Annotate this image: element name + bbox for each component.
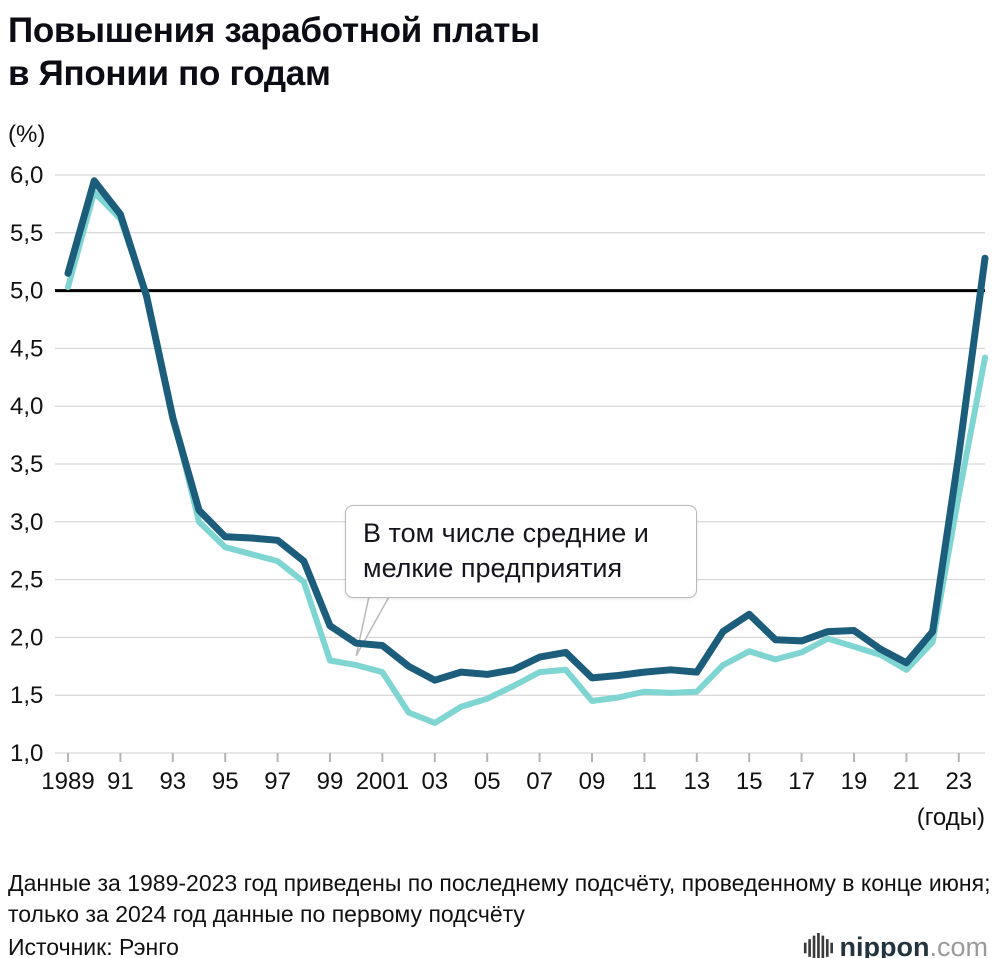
y-tick-label: 3,0	[10, 509, 43, 536]
y-tick-label: 1,5	[10, 683, 43, 710]
y-axis-unit-label: (%)	[8, 121, 46, 149]
nippon-logo-suffix: .com	[929, 932, 988, 958]
y-tick-label: 6,0	[10, 162, 43, 189]
annotation-callout: В том числе средние и мелкие предприятия	[345, 505, 697, 598]
series-all-companies	[64, 177, 989, 685]
y-tick-label: 1,0	[10, 740, 43, 767]
chart-title: Повышения заработной платы в Японии по г…	[8, 11, 540, 93]
data-note: Данные за 1989-2023 год приведены по пос…	[8, 870, 991, 928]
nippon-logo-text: nippon	[839, 932, 930, 958]
source-label: Источник: Рэнго	[8, 934, 179, 958]
x-tick-label: 23	[945, 768, 972, 795]
x-tick-label: 1989	[41, 768, 94, 795]
y-tick-label: 5,5	[10, 220, 43, 247]
x-tick-label: 99	[317, 768, 344, 795]
x-tick-label: 05	[474, 768, 501, 795]
x-tick-label: 15	[736, 768, 763, 795]
x-tick-label: 97	[264, 768, 291, 795]
annotation-text: В том числе средние и мелкие предприятия	[363, 518, 649, 584]
nippon-logo: nippon.com	[803, 932, 992, 958]
x-tick-label: 91	[107, 768, 134, 795]
x-axis-unit-label: (годы)	[916, 804, 985, 832]
wage-chart-svg: 1,0 1,5 2,0 2,5 3,0 3,5 4,0 4,5 5,0 5,5 6,0 1989 91 9…	[10, 162, 989, 795]
series-small-medium-enterprises	[65, 189, 988, 727]
chart-area: 1,0 1,5 2,0 2,5 3,0 3,5 4,0 4,5 5,0 5,5 6,0 1989 91 9…	[8, 153, 992, 798]
x-tick-label: 07	[526, 768, 553, 795]
nippon-logo-waveform-icon	[803, 932, 833, 958]
y-tick-label: 2,5	[10, 567, 43, 594]
y-tick-label: 2,0	[10, 625, 43, 652]
x-tick-label: 17	[788, 768, 815, 795]
x-tick-label: 11	[632, 768, 657, 795]
x-tick-label: 13	[683, 768, 710, 795]
footer-row: Источник: Рэнго nippon.com	[8, 932, 992, 958]
x-tick-label: 19	[841, 768, 868, 795]
y-tick-label: 4,0	[10, 394, 43, 421]
x-tick-label: 95	[212, 768, 239, 795]
y-tick-label: 4,5	[10, 336, 43, 363]
x-tick-label: 09	[579, 768, 606, 795]
y-tick-label: 5,0	[10, 278, 43, 305]
x-tick-label: 93	[159, 768, 186, 795]
x-tick-label: 2001	[356, 768, 409, 795]
y-tick-label: 3,5	[10, 451, 43, 478]
x-tick-label: 03	[421, 768, 448, 795]
x-tick-label: 21	[893, 768, 920, 795]
